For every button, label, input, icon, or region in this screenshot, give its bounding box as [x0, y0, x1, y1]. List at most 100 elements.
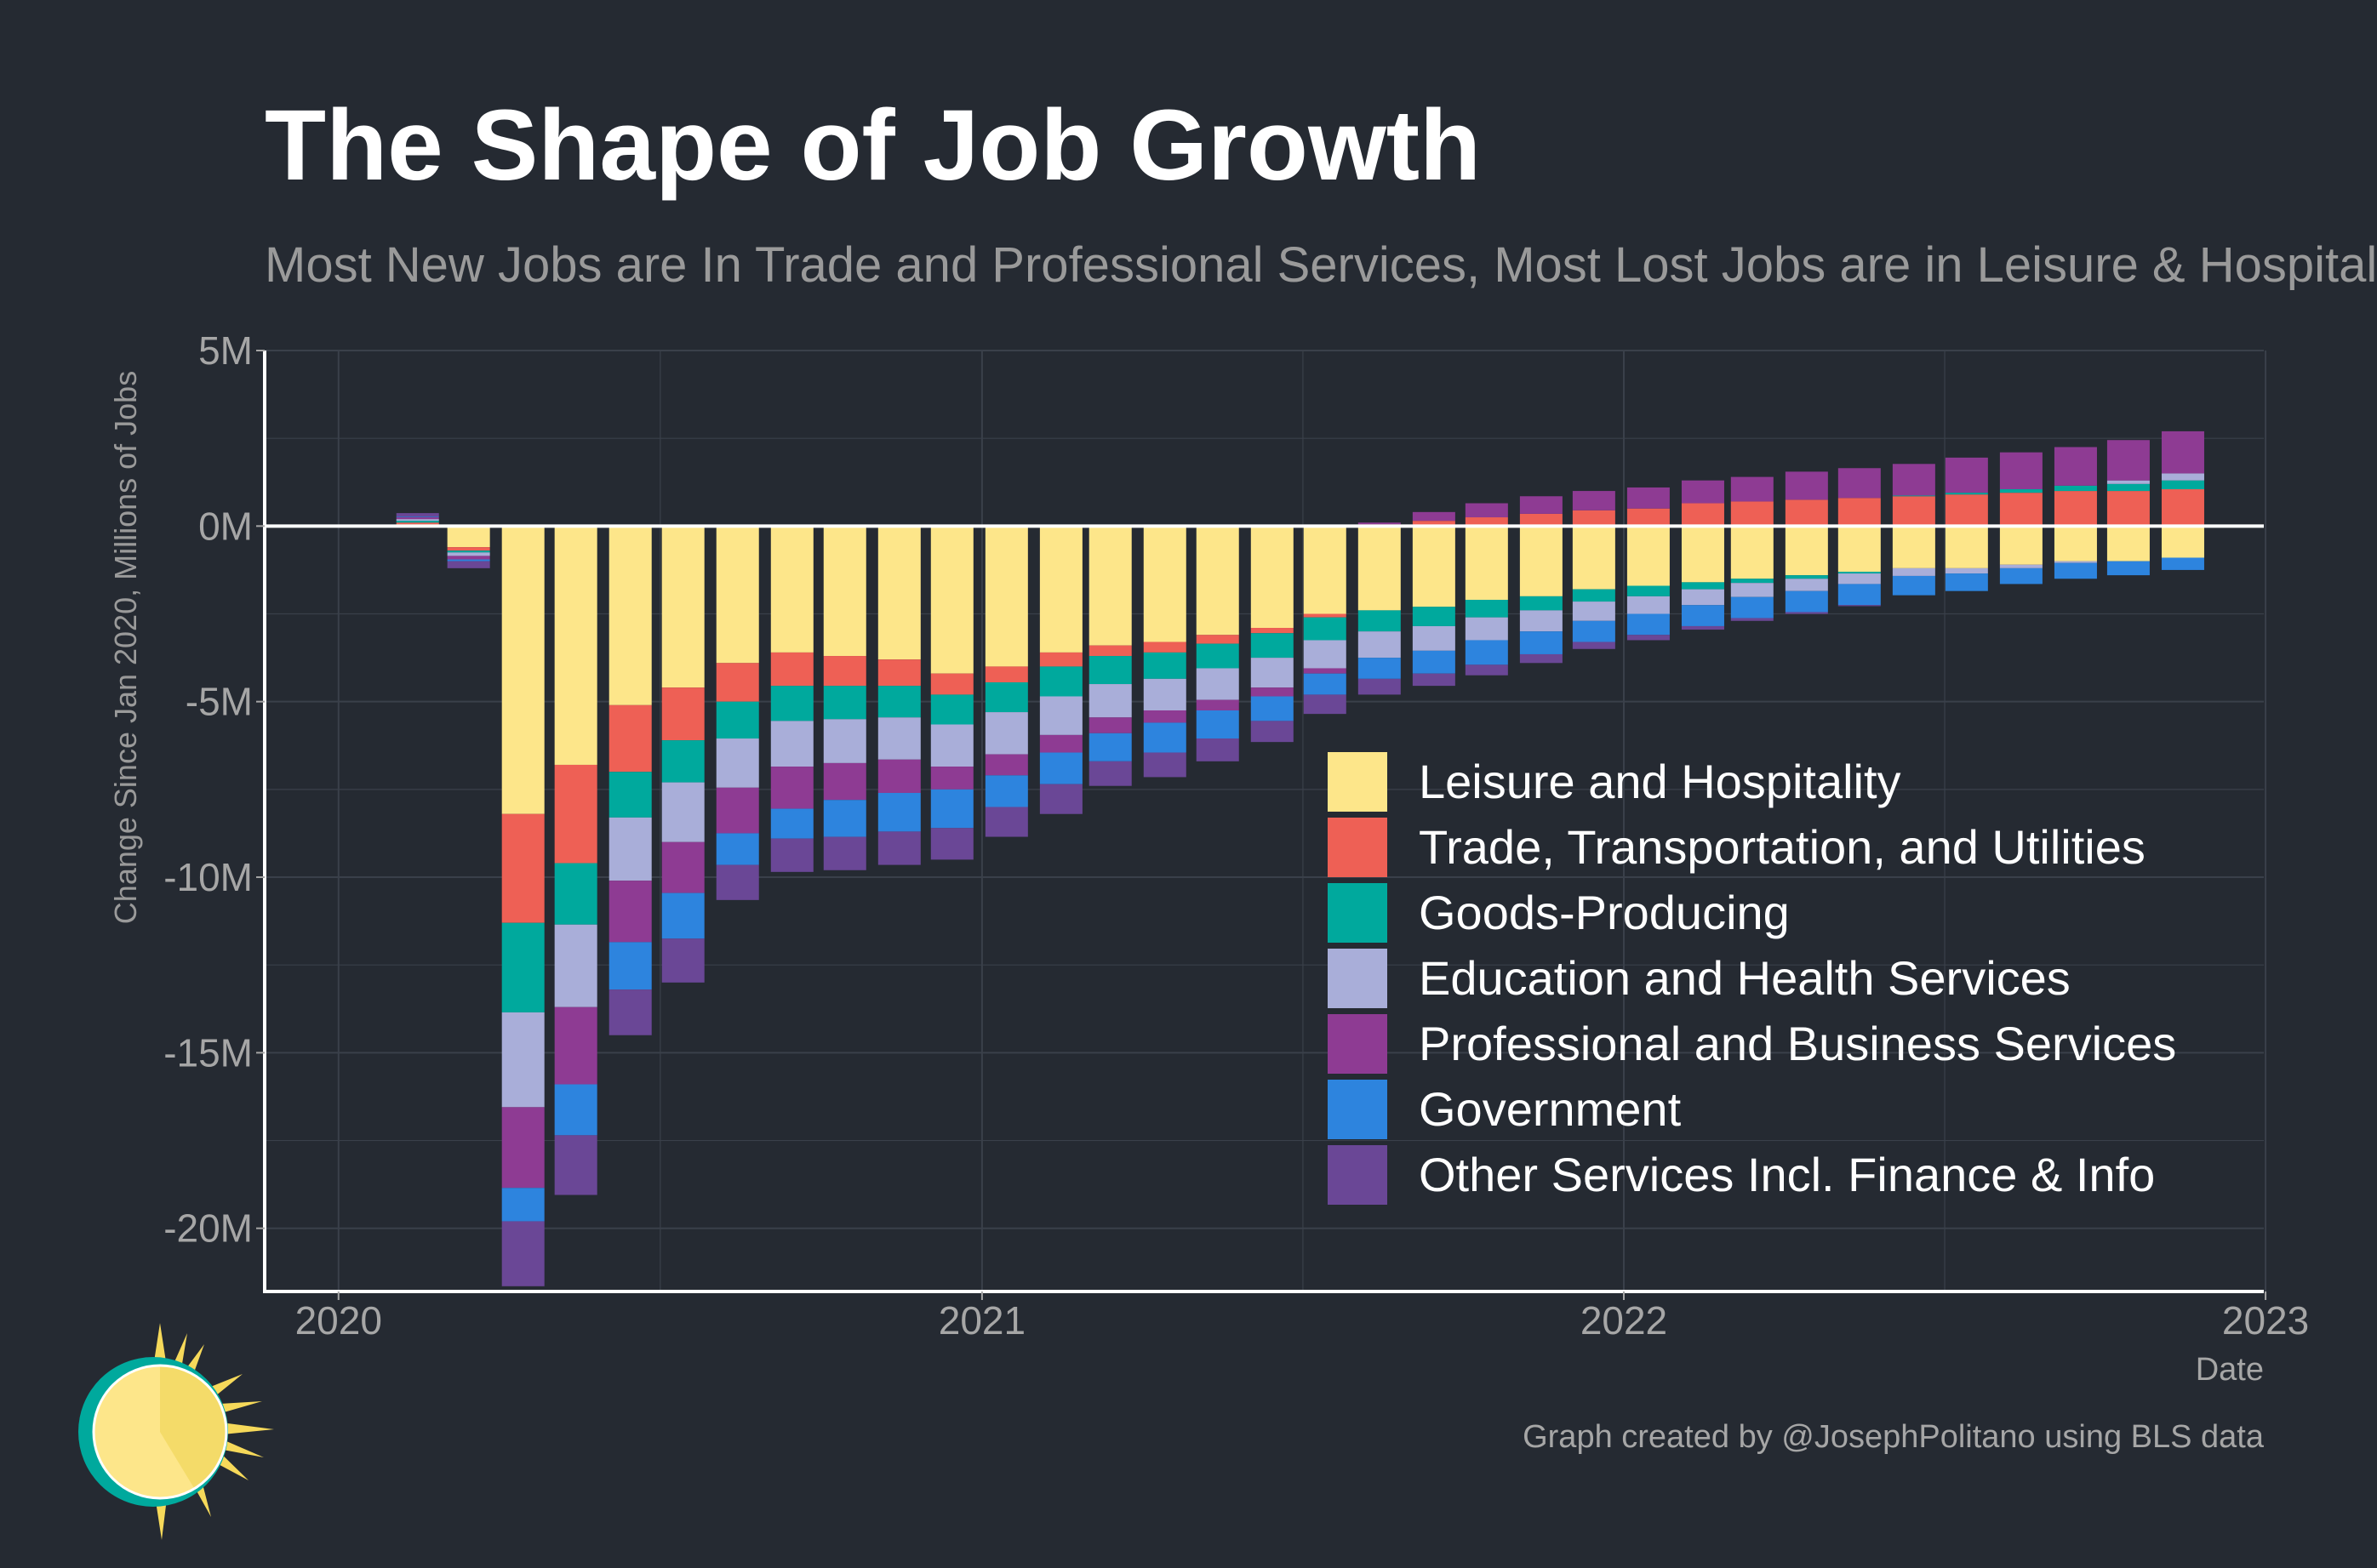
legend-label: Other Services Incl. Finance & Info: [1419, 1148, 2156, 1201]
bar-segment: [1892, 575, 1935, 596]
bar-segment: [930, 724, 974, 767]
bar-segment: [877, 759, 921, 793]
bar-segment: [501, 922, 545, 1012]
bar-segment: [1837, 571, 1881, 574]
bar-segment: [823, 762, 866, 801]
bar-segment: [1945, 567, 1988, 574]
bar-segment: [1039, 784, 1083, 814]
bar-segment: [2161, 489, 2204, 527]
bar-segment: [1892, 464, 1935, 496]
bar-segment: [770, 721, 814, 767]
bar-segment: [823, 719, 866, 763]
bar-segment: [1357, 522, 1401, 525]
bar-segment: [447, 556, 490, 560]
bar-segment: [1730, 596, 1774, 619]
bar-segment: [716, 701, 759, 739]
bar-segment: [554, 1006, 597, 1085]
legend-item-government: Government: [1328, 1076, 2176, 1142]
bar-segment: [1143, 752, 1186, 778]
bar-segment: [1626, 487, 1670, 509]
bar-segment: [396, 522, 439, 525]
legend-swatch: [1328, 1013, 1387, 1074]
bar-segment: [1143, 678, 1186, 711]
bar-segment: [1730, 583, 1774, 597]
bar-segment: [1837, 584, 1881, 606]
bar-segment: [1626, 635, 1670, 641]
bar-segment: [1730, 579, 1774, 584]
bar-segment: [1626, 526, 1670, 586]
bar-segment: [1303, 668, 1346, 674]
bar-segment: [1945, 573, 1988, 591]
bar-segment: [716, 526, 759, 664]
bar-segment: [1465, 664, 1508, 676]
bar-segment: [2106, 440, 2150, 481]
legend-swatch: [1328, 948, 1387, 1008]
bar-segment: [1303, 694, 1346, 715]
bar-segment: [877, 792, 921, 832]
bar-segment: [823, 836, 866, 870]
bar-segment: [1089, 761, 1132, 786]
legend-label: Leisure and Hospitality: [1419, 755, 1901, 808]
bar-segment: [1626, 585, 1670, 596]
bar-segment: [1089, 733, 1132, 761]
bar-segment: [1143, 641, 1186, 653]
bar-segment: [554, 526, 597, 765]
bar-segment: [930, 694, 974, 725]
legend-swatch: [1328, 817, 1387, 877]
bar-segment: [1412, 625, 1455, 651]
bar-segment: [447, 559, 490, 562]
bar-segment: [1143, 526, 1186, 642]
bar-segment: [877, 717, 921, 760]
bar-segment: [396, 517, 439, 520]
bar-segment: [2106, 561, 2150, 576]
bar-segment: [1945, 494, 1988, 527]
bar-segment: [1681, 589, 1724, 606]
bar-segment: [716, 833, 759, 865]
bar-segment: [1999, 564, 2043, 568]
y-tick-label: -10M: [163, 855, 253, 899]
bar-segment: [716, 663, 759, 702]
bar-segment: [609, 526, 652, 705]
bar-segment: [1357, 658, 1401, 679]
bar-segment: [1465, 640, 1508, 665]
bars: [396, 430, 2204, 1286]
bar-segment: [1730, 618, 1774, 621]
bar-segment: [1412, 607, 1455, 626]
bar-segment: [1999, 526, 2043, 565]
bar-segment: [501, 813, 545, 923]
bar-segment: [877, 659, 921, 687]
x-tick-label: 2022: [1580, 1298, 1667, 1343]
bar-segment: [609, 942, 652, 990]
bar-segment: [609, 704, 652, 773]
bar-segment: [1945, 457, 1988, 493]
bar-segment: [447, 561, 490, 568]
bar-segment: [1196, 699, 1239, 711]
bar-segment: [609, 817, 652, 881]
bar-segment: [1892, 495, 1935, 497]
bar-segment: [1303, 526, 1346, 614]
bar-segment: [1892, 496, 1935, 527]
bar-segment: [985, 666, 1028, 682]
bar-segment: [1039, 666, 1083, 697]
bar-segment: [396, 516, 439, 518]
legend-item-trade-transportation-utilities: Trade, Transportation, and Utilities: [1328, 814, 2176, 880]
source-caption: Graph created by @JosephPolitano using B…: [1523, 1419, 2264, 1455]
bar-segment: [661, 526, 705, 688]
bar-segment: [930, 789, 974, 829]
bar-segment: [823, 686, 866, 720]
bar-segment: [1089, 684, 1132, 718]
bar-segment: [1892, 526, 1935, 568]
bar-segment: [1999, 493, 2043, 527]
bar-segment: [1250, 687, 1294, 697]
bar-segment: [2161, 473, 2204, 481]
x-tick-label: 2023: [2222, 1298, 2309, 1343]
legend-swatch: [1328, 751, 1387, 812]
bar-segment: [1039, 752, 1083, 784]
bar-segment: [877, 831, 921, 865]
bar-segment: [1303, 640, 1346, 669]
bar-segment: [1837, 468, 1881, 499]
bar-segment: [1519, 610, 1563, 632]
bar-segment: [1089, 656, 1132, 685]
legend-label: Education and Health Services: [1419, 951, 2071, 1005]
legend-item-education-health: Education and Health Services: [1328, 945, 2176, 1011]
